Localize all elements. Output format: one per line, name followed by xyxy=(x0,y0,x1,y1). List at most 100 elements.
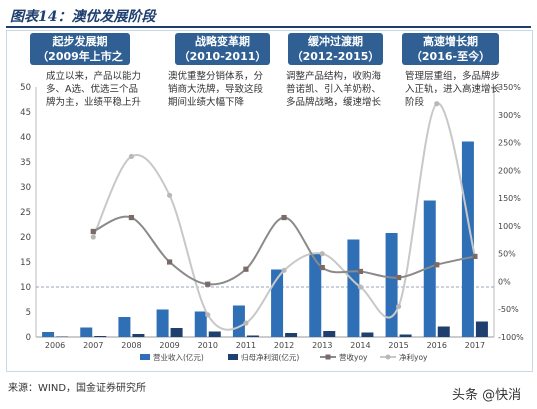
np-yoy-point xyxy=(243,320,249,326)
x-tick-label: 2014 xyxy=(350,341,370,350)
np-yoy-point xyxy=(395,303,402,310)
phase-period-2: （2010-2011） xyxy=(178,50,267,63)
rev-yoy-point xyxy=(434,262,440,268)
y-tick-right-label: 100% xyxy=(498,222,521,231)
profit-bar xyxy=(132,334,145,337)
y-tick-left-label: 45 xyxy=(20,108,31,118)
y-tick-left-label: 50 xyxy=(20,83,31,93)
legend-marker-np-yoy xyxy=(385,354,391,360)
y-tick-right-label: 150% xyxy=(498,194,521,203)
phase-desc-1-line: 牌为主，业绩平稳上升 xyxy=(46,97,142,108)
y-tick-left-label: 40 xyxy=(20,133,31,143)
y-tick-right-label: 300% xyxy=(498,111,521,120)
revenue-bar xyxy=(156,309,169,337)
profit-bar xyxy=(246,335,259,337)
rev-yoy-point xyxy=(128,214,135,221)
y-tick-right-label: 250% xyxy=(498,139,521,148)
rev-yoy-point xyxy=(357,268,364,275)
legend-swatch-profit xyxy=(228,354,238,360)
x-tick-label: 2017 xyxy=(465,341,485,350)
revenue-bar xyxy=(194,311,207,337)
np-yoy-point xyxy=(90,234,96,240)
profit-bar xyxy=(285,333,298,337)
phase-desc-2-line: 期间业绩大幅下降 xyxy=(168,97,245,108)
phase-period-1: （2009年上市之前） xyxy=(37,50,123,78)
legend-label-profit: 归母净利润(亿元) xyxy=(241,352,299,362)
rev-yoy-point xyxy=(319,264,325,271)
revenue-bar xyxy=(118,317,131,337)
y-tick-left-label: 10 xyxy=(20,283,31,293)
profit-bar xyxy=(361,332,374,337)
rev-yoy-point xyxy=(166,259,173,265)
revenue-bar xyxy=(309,253,322,337)
y-tick-right-label: 50% xyxy=(498,250,516,259)
phase-box-3: 缓冲过渡期 （2012-2015） xyxy=(288,33,383,65)
y-tick-right-label: -100% xyxy=(498,333,524,342)
profit-bar xyxy=(170,328,183,337)
phase-name-4: 高速增长期 xyxy=(423,35,478,48)
phase-box-2: 战略变革期 （2010-2011） xyxy=(175,33,270,65)
np-yoy-point xyxy=(281,267,287,273)
phase-desc-4-line: 阶段 xyxy=(405,97,425,108)
y-tick-left-label: 35 xyxy=(20,158,31,168)
np-yoy-line xyxy=(92,102,476,331)
phase-period-3: （2012-2015） xyxy=(291,50,380,63)
x-tick-label: 2013 xyxy=(312,341,332,350)
np-yoy-point xyxy=(319,251,325,257)
phase-desc-2-line: 销商大洗牌，导致这段 xyxy=(168,84,264,95)
legend-label-revenue: 营业收入(亿元) xyxy=(153,352,204,362)
y-tick-left-label: 0 xyxy=(26,333,31,343)
revenue-bar xyxy=(80,327,93,337)
phase-desc-3-line: 调整产品结构，收购海 xyxy=(286,71,382,82)
y-tick-right-label: 350% xyxy=(498,83,521,92)
revenue-bar xyxy=(271,269,284,337)
source-note: 来源：WIND，国金证券研究所 xyxy=(8,383,147,394)
profit-bar xyxy=(94,336,107,337)
legend-swatch-revenue xyxy=(140,354,150,360)
phase-name-1: 起步发展期 xyxy=(52,35,108,48)
profit-bar xyxy=(56,336,69,337)
y-tick-left-label: 20 xyxy=(20,233,31,243)
phase-box-1: 起步发展期 （2009年上市之前） xyxy=(30,33,130,78)
profit-bar xyxy=(437,326,450,337)
revenue-bar xyxy=(347,239,360,337)
revenue-bar xyxy=(42,332,55,337)
phase-desc-2: 澳优重整分销体系，分 销商大洗牌，导致这段 期间业绩大幅下降 xyxy=(168,70,263,109)
y-tick-left-label: 25 xyxy=(20,208,31,218)
phase-name-2: 战略变革期 xyxy=(195,35,250,48)
phase-desc-1-line: 成立以来，产品以能力 xyxy=(46,71,142,82)
profit-bar xyxy=(399,334,412,337)
phase-desc-3-line: 普诺凯、引入羊奶粉、 xyxy=(286,84,382,95)
phase-desc-4-line: 管理层重组，多品牌步 xyxy=(405,71,501,82)
phase-box-4: 高速增长期 （2016-至今） xyxy=(402,33,499,65)
rev-yoy-point xyxy=(243,266,249,272)
rev-yoy-point xyxy=(281,214,287,221)
y-tick-right-label: -50% xyxy=(498,305,519,314)
legend-marker-rev-yoy xyxy=(325,354,331,360)
revenue-bar xyxy=(232,305,245,337)
phase-period-4: （2016-至今） xyxy=(410,50,491,63)
legend-label-rev-yoy: 营收yoy xyxy=(339,352,368,362)
y-tick-left-label: 30 xyxy=(20,183,31,193)
legend-label-np-yoy: 净利yoy xyxy=(399,352,428,362)
np-yoy-point xyxy=(357,284,364,290)
chart-frame xyxy=(6,30,533,372)
rev-yoy-line xyxy=(92,215,476,286)
revenue-bar xyxy=(423,200,436,337)
phase-desc-2-line: 澳优重整分销体系，分 xyxy=(168,71,264,82)
rev-yoy-point xyxy=(205,281,211,287)
x-tick-label: 2012 xyxy=(274,341,294,350)
rev-yoy-point xyxy=(472,253,478,260)
x-tick-label: 2011 xyxy=(236,341,256,350)
phase-desc-4-line: 入正轨，进入高速增长 xyxy=(405,84,501,95)
y-tick-right-label: 200% xyxy=(498,166,521,175)
x-tick-label: 2009 xyxy=(159,341,179,350)
figure-title: 图表14：澳优发展阶段 xyxy=(10,9,156,25)
y-tick-right-label: 0% xyxy=(498,277,511,286)
profit-bar xyxy=(323,331,336,337)
phase-name-3: 缓冲过渡期 xyxy=(308,35,363,48)
np-yoy-point xyxy=(205,312,211,318)
profit-bar xyxy=(475,321,488,337)
x-tick-label: 2010 xyxy=(198,341,218,350)
